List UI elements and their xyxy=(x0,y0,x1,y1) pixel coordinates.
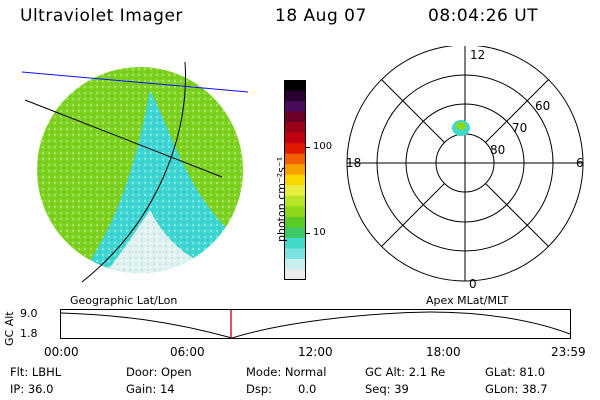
colorbar-label-100: 100 xyxy=(313,141,333,152)
polar-diag-ne xyxy=(485,79,549,143)
dsp-value: 0.0 xyxy=(298,382,317,396)
polar-plot: 12 18 6 0 60 70 80 xyxy=(346,46,584,290)
colorbar-frame xyxy=(284,80,306,280)
polar-label-0: 0 xyxy=(469,277,477,290)
polar-diag-sw xyxy=(381,183,445,247)
altitude-curve-2 xyxy=(231,311,571,339)
colorbar-segment xyxy=(284,248,306,260)
colorbar-segment xyxy=(284,153,306,165)
x-tick-0000: 00:00 xyxy=(44,345,79,359)
ring-label-80: 80 xyxy=(490,143,505,157)
x-tick-2359: 23:59 xyxy=(551,345,586,359)
filter-info: Flt: LBHL xyxy=(10,365,62,379)
gain-info: Gain: 14 xyxy=(126,382,175,396)
earth-disk xyxy=(37,67,243,273)
colorbar-segment xyxy=(284,269,306,280)
door-info: Door: Open xyxy=(126,365,192,379)
colorbar xyxy=(284,80,306,280)
timeline-frame xyxy=(60,309,571,339)
horizon-line xyxy=(21,71,249,93)
altitude-curve-1 xyxy=(60,312,233,339)
uv-image-panel xyxy=(21,61,249,283)
seq-info: Seq: 39 xyxy=(365,382,409,396)
colorbar-segment xyxy=(284,143,306,155)
ring-label-60: 60 xyxy=(535,99,550,113)
ring-label-70: 70 xyxy=(512,121,527,135)
colorbar-segment xyxy=(284,206,306,218)
colorbar-segment xyxy=(284,164,306,176)
polar-label-6: 6 xyxy=(576,156,584,170)
polar-diag-nw xyxy=(381,79,445,143)
colorbar-label-10: 10 xyxy=(313,227,326,238)
colorbar-segment xyxy=(284,122,306,134)
polar-label-12: 12 xyxy=(470,48,485,62)
colorbar-segment xyxy=(284,101,306,113)
time-label: 08:04:26 UT xyxy=(428,6,539,26)
polar-diag-se xyxy=(485,183,549,247)
colorbar-segment xyxy=(284,174,306,186)
gc-alt-info: GC Alt: 2.1 Re xyxy=(365,365,446,379)
colorbar-segment xyxy=(284,227,306,239)
gc-alt-axis-label: GC Alt xyxy=(3,311,16,346)
colorbar-tick-100 xyxy=(306,147,310,148)
colorbar-segment xyxy=(284,258,306,271)
colorbar-tick-10 xyxy=(306,233,310,234)
polar-label-18: 18 xyxy=(346,156,361,170)
auroral-blob xyxy=(452,120,470,136)
colorbar-segment xyxy=(284,132,306,144)
mode-info: Mode: Normal xyxy=(246,365,327,379)
ip-info: IP: 36.0 xyxy=(10,382,54,396)
instrument-title: Ultraviolet Imager xyxy=(20,6,183,26)
altitude-timeline xyxy=(60,309,571,339)
glat-info: GLat: 81.0 xyxy=(485,365,546,379)
colorbar-segment xyxy=(284,237,306,250)
colorbar-segment xyxy=(284,80,306,92)
terminator-line xyxy=(81,61,187,283)
geographic-label: Geographic Lat/Lon xyxy=(70,294,178,307)
glon-info: GLon: 38.7 xyxy=(485,382,548,396)
x-tick-1200: 12:00 xyxy=(298,345,333,359)
colorbar-unit-label: photon cm⁻²s⁻¹ xyxy=(275,156,288,242)
x-tick-0600: 06:00 xyxy=(170,345,205,359)
lat-line xyxy=(24,99,223,178)
dsp-label: Dsp: xyxy=(246,382,273,396)
x-tick-1800: 18:00 xyxy=(426,345,461,359)
date-label: 18 Aug 07 xyxy=(275,6,367,26)
y-tick-1-8: 1.8 xyxy=(20,327,38,340)
colorbar-segment xyxy=(284,90,306,102)
y-tick-9: 9.0 xyxy=(20,307,38,320)
colorbar-segment xyxy=(284,216,306,228)
colorbar-segment xyxy=(284,185,306,197)
colorbar-segment xyxy=(284,111,306,123)
apex-label: Apex MLat/MLT xyxy=(426,294,509,307)
colorbar-segment xyxy=(284,195,306,207)
